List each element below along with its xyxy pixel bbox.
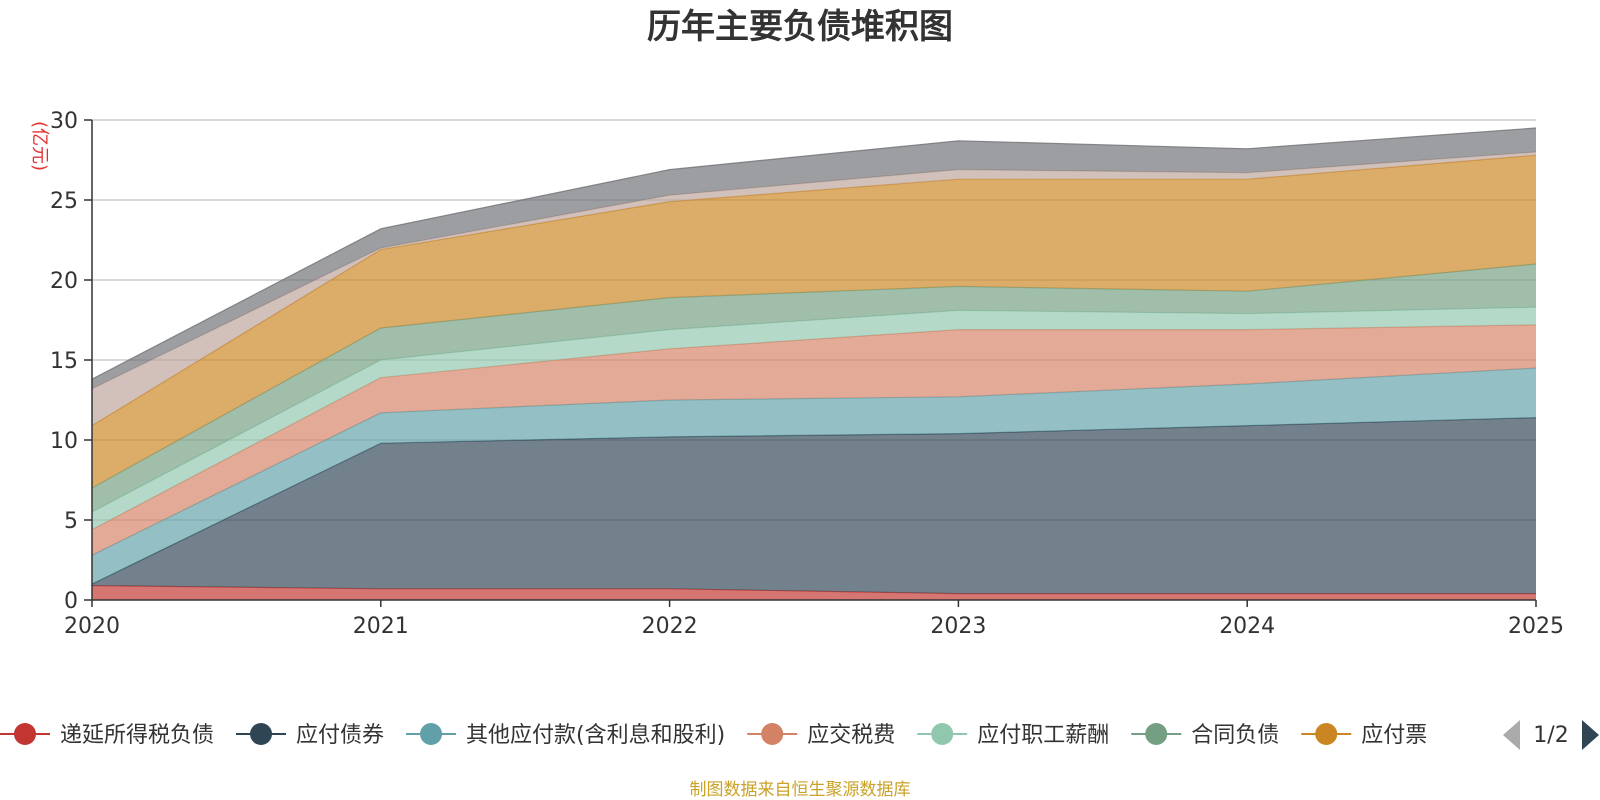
area-series-1[interactable] [92,417,1536,594]
x-tick-label: 2020 [64,614,120,639]
legend-marker [1315,723,1338,745]
y-tick-label: 30 [50,109,78,134]
legend-marker [761,723,784,745]
legend-item[interactable]: 应付职工薪酬 [917,723,1109,748]
legend-marker [420,723,443,745]
legend-item[interactable]: 应交税费 [747,723,895,748]
legend-label: 其他应付款(含利息和股利) [466,723,725,748]
area-series-4[interactable] [92,307,1536,530]
legend-label: 应付票 [1361,723,1427,748]
legend-label: 应付债券 [296,723,384,748]
legend-item[interactable]: 其他应付款(含利息和股利) [406,723,725,748]
legend-label: 合同负债 [1191,723,1279,748]
legend-pager[interactable]: 1/2 [1503,720,1599,750]
y-tick-label: 5 [64,509,78,534]
area-series-5[interactable] [92,264,1536,512]
legend-marker [14,723,36,745]
legend-item[interactable]: 合同负债 [1131,723,1279,748]
pager-prev-icon[interactable] [1503,720,1520,750]
y-tick-label: 20 [50,269,78,294]
y-axis-unit-label: (亿元) [29,121,50,171]
x-tick-label: 2025 [1508,614,1564,639]
y-tick-label: 10 [50,429,78,454]
x-tick-label: 2022 [642,614,698,639]
area-series-8[interactable] [92,128,1536,389]
legend-marker [250,723,273,745]
legend-item[interactable]: 应付债券 [236,723,384,748]
legend-marker [1145,723,1168,745]
legend-item[interactable]: 递延所得税负债 [0,723,214,748]
pager-label: 1/2 [1533,723,1568,748]
area-series-2[interactable] [92,368,1536,584]
legend-label: 应付职工薪酬 [977,723,1109,748]
area-series-6[interactable] [92,155,1536,488]
legend-marker [931,723,954,745]
legend-label: 递延所得税负债 [60,723,214,748]
legend[interactable]: 递延所得税负债 应付债券 其他应付款(含利息和股利) 应交税费 应付职工薪酬 合同负债 应付… [0,720,1599,750]
x-tick-label: 2021 [353,614,409,639]
source-note: 制图数据来自恒生聚源数据库 [690,780,911,800]
x-tick-label: 2023 [930,614,986,639]
area-series-group [91,127,1537,600]
area-series-3[interactable] [92,324,1536,556]
chart-title: 历年主要负债堆积图 [647,7,953,47]
y-tick-label: 25 [50,189,78,214]
x-tick-label: 2024 [1219,614,1275,639]
y-tick-label: 15 [50,349,78,374]
y-tick-label: 0 [64,589,78,614]
legend-item[interactable]: 应付票 [1301,723,1427,748]
area-series-edge-8 [91,127,1537,380]
legend-label: 应交税费 [807,723,895,748]
pager-next-icon[interactable] [1582,720,1599,750]
